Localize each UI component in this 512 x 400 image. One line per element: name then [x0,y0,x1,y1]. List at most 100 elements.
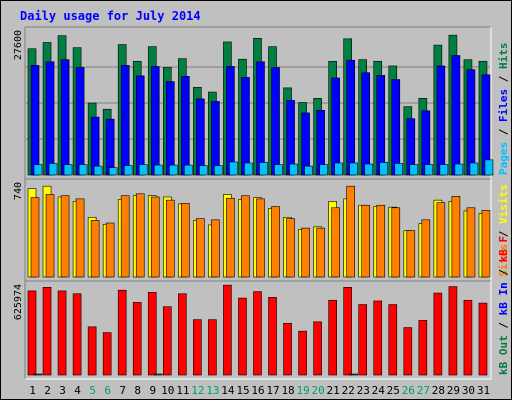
bar-files-day-22 [346,59,355,176]
bar-kb-f-day-3 [57,290,67,376]
series-kb-out [33,373,358,376]
bar-kb-f-day-20 [313,321,322,376]
x-tick-label: 27 [417,384,430,397]
x-tick-label: 20 [312,384,325,397]
bar-kb-out-day-9 [153,373,163,376]
bar-kb-f-day-9 [147,292,157,376]
legend-separator: / [497,122,510,142]
bar-sites-day-6 [105,222,115,278]
bar-sites-day-3 [60,195,70,278]
bar-files-day-21 [331,77,340,176]
bar-kb-f-day-16 [253,291,262,376]
legend-entry-visits: Visits [497,184,510,224]
bar-kb-out-day-22 [349,373,358,376]
bar-sites-day-28 [436,202,446,278]
panel-ymax-label: 625974 [13,284,24,320]
bar-sites-day-10 [165,199,175,278]
x-tick-label: 24 [372,384,386,397]
bar-kb-f-day-19 [298,330,307,376]
panel-legend: kB Out / kB In / kB F [497,236,510,375]
x-tick-label: 9 [149,384,156,397]
series-pages [33,159,494,176]
bar-pages-day-13 [214,165,223,176]
legend-separator: / [497,224,510,244]
bar-sites-day-30 [466,207,476,278]
x-tick-label: 2 [44,384,51,397]
bar-files-day-12 [196,98,205,176]
bar-pages-day-8 [138,164,148,176]
bar-kb-f-day-5 [87,326,97,376]
bar-sites-day-23 [361,204,371,278]
x-tick-label: 22 [342,384,355,397]
bar-sites-day-29 [451,196,461,278]
x-tick-label: 10 [161,384,174,397]
bar-sites-day-20 [316,227,325,278]
bar-kb-f-day-11 [178,293,187,376]
bar-pages-day-15 [244,162,253,176]
bar-files-day-7 [120,65,130,176]
bar-kb-f-day-26 [403,327,413,376]
bar-sites-day-14 [226,197,235,278]
bar-pages-day-11 [184,164,193,176]
bar-pages-day-20 [319,164,328,176]
x-tick-label: 29 [447,384,460,397]
legend-separator: / [497,69,510,89]
panel-visits-sites: 740 Sites / Visits [13,178,510,282]
bar-sites-day-25 [391,207,401,278]
legend-entry-kb-in: kB In [497,282,510,315]
x-tick-label: 3 [59,384,66,397]
bar-pages-day-21 [334,162,343,176]
x-tick-label: 4 [74,384,81,397]
x-tick-label: 31 [477,384,490,397]
bar-kb-f-day-1 [27,290,37,376]
bar-pages-day-17 [274,164,283,176]
bar-pages-day-12 [199,165,208,176]
x-tick-label: 30 [462,384,475,397]
bar-kb-out-day-1 [33,373,43,376]
bar-kb-f-day-21 [328,299,337,376]
bar-pages-day-23 [364,163,374,176]
bar-files-day-28 [436,65,446,176]
bar-pages-day-31 [484,159,494,176]
bar-files-day-3 [60,59,70,176]
bar-files-day-15 [241,77,250,176]
bar-kb-f-day-22 [343,286,352,376]
x-tick-label: 5 [89,384,96,397]
bar-pages-day-28 [439,164,449,176]
bar-files-day-13 [211,101,220,176]
bar-pages-day-26 [409,164,419,176]
panel-ymax-label: 27600 [13,30,24,60]
bar-files-day-14 [226,66,235,176]
bar-files-day-10 [165,81,175,176]
bar-files-day-8 [135,75,145,176]
bar-pages-day-16 [259,162,268,176]
series-sites [30,185,491,278]
bar-sites-day-24 [376,204,386,278]
bar-files-day-30 [466,69,476,176]
series-kb-f [27,284,488,376]
bar-pages-day-19 [304,165,313,176]
legend-entry-kb-f: kB F [497,236,510,263]
x-tick-label: 6 [104,384,111,397]
bar-kb-f-day-8 [132,302,142,376]
bar-kb-f-day-25 [388,304,398,376]
x-tick-label: 28 [432,384,445,397]
bar-sites-day-1 [30,197,40,278]
bar-sites-day-16 [256,198,265,278]
bar-sites-day-22 [346,185,355,278]
bar-pages-day-29 [454,163,464,176]
x-tick-label: 26 [402,384,415,397]
bar-pages-day-18 [289,163,298,176]
bar-kb-f-day-27 [418,320,428,376]
x-tick-label: 8 [134,384,141,397]
x-tick-label: 17 [266,384,279,397]
bar-sites-day-15 [241,195,250,278]
bar-sites-day-19 [301,227,310,278]
bar-sites-day-31 [481,210,491,278]
bar-pages-day-24 [379,162,389,176]
legend-separator: / [497,315,510,335]
bar-kb-f-day-6 [102,332,112,376]
bar-pages-day-9 [153,164,163,176]
